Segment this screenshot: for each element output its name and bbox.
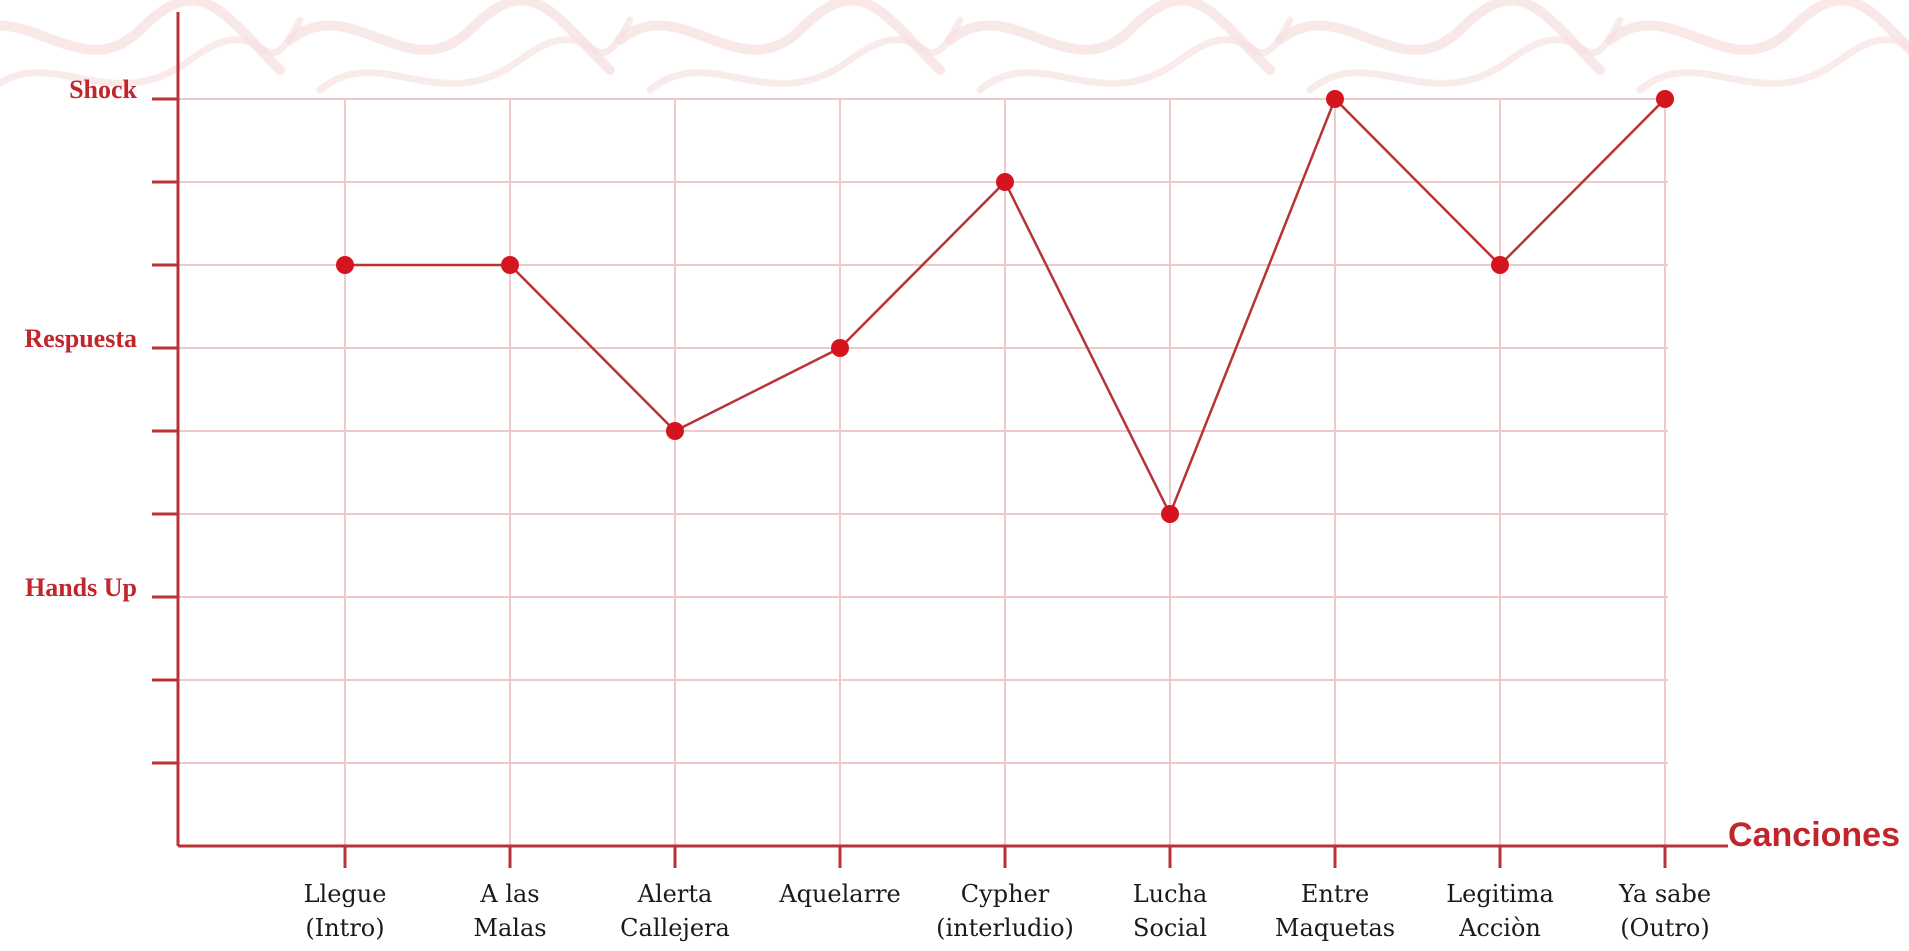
background-graffiti-pattern xyxy=(0,0,1909,94)
x-tick-label: Cypher (interludio) xyxy=(936,880,1074,942)
background-stroke xyxy=(646,16,964,94)
x-tick-label: Aquelarre xyxy=(778,880,901,908)
x-tick-label: Llegue (Intro) xyxy=(304,880,387,942)
y-level-label: Respuesta xyxy=(24,324,137,353)
x-axis-label: Canciones xyxy=(1728,816,1900,854)
data-point xyxy=(336,256,354,274)
x-tick-label-line: Legitima xyxy=(1446,880,1554,908)
data-point xyxy=(1656,90,1674,108)
x-tick-label-line: Callejera xyxy=(620,914,730,942)
data-point xyxy=(666,422,684,440)
x-tick-label-line: Alerta xyxy=(637,880,713,908)
x-tick-label-line: Malas xyxy=(473,914,546,942)
x-tick-label: Alerta Callejera xyxy=(620,880,730,942)
background-stroke xyxy=(316,16,634,94)
y-level-labels: Shock Respuesta Hands Up xyxy=(24,75,137,602)
data-point xyxy=(1491,256,1509,274)
data-point xyxy=(1161,505,1179,523)
data-point xyxy=(1326,90,1344,108)
background-stroke xyxy=(1306,16,1624,94)
x-tick-label-line: A las xyxy=(479,880,539,908)
x-tick-label-line: (Intro) xyxy=(305,914,384,942)
background-stroke xyxy=(1275,0,1605,75)
grid xyxy=(178,98,1668,846)
x-tick-label: Ya sabe (Outro) xyxy=(1618,880,1711,942)
background-stroke xyxy=(615,0,945,75)
axes xyxy=(152,12,1728,868)
x-tick-label-line: Social xyxy=(1133,914,1207,942)
background-stroke xyxy=(0,16,304,88)
background-stroke xyxy=(976,16,1294,94)
x-tick-label-line: (interludio) xyxy=(936,914,1074,942)
x-tick-label-line: Maquetas xyxy=(1275,914,1395,942)
x-tick-label-line: Lucha xyxy=(1133,880,1208,908)
x-tick-label-line: Entre xyxy=(1301,880,1369,908)
x-tick-label: A las Malas xyxy=(473,880,546,942)
y-level-label: Shock xyxy=(69,75,137,104)
data-point xyxy=(501,256,519,274)
x-tick-label-line: Aquelarre xyxy=(778,880,901,908)
background-stroke xyxy=(945,0,1275,75)
x-tick-label-line: Ya sabe xyxy=(1618,880,1711,908)
x-tick-label: Lucha Social xyxy=(1133,880,1208,942)
background-stroke xyxy=(0,0,285,75)
x-tick-labels: Llegue (Intro) A las Malas Alerta Callejera Aq… xyxy=(304,880,1711,942)
background-stroke xyxy=(1605,0,1909,56)
series xyxy=(336,90,1674,523)
x-tick-label-line: Llegue xyxy=(304,880,387,908)
y-level-label: Hands Up xyxy=(25,573,137,602)
x-tick-label-line: (Outro) xyxy=(1620,914,1709,942)
x-tick-label-line: Acciòn xyxy=(1458,914,1541,942)
x-tick-label: Legitima Acciòn xyxy=(1446,880,1554,942)
background-stroke xyxy=(1636,36,1909,94)
x-tick-label: Entre Maquetas xyxy=(1275,880,1395,942)
data-point xyxy=(831,339,849,357)
x-tick-label-line: Cypher xyxy=(961,880,1050,908)
background-stroke xyxy=(285,0,615,75)
data-point xyxy=(996,173,1014,191)
